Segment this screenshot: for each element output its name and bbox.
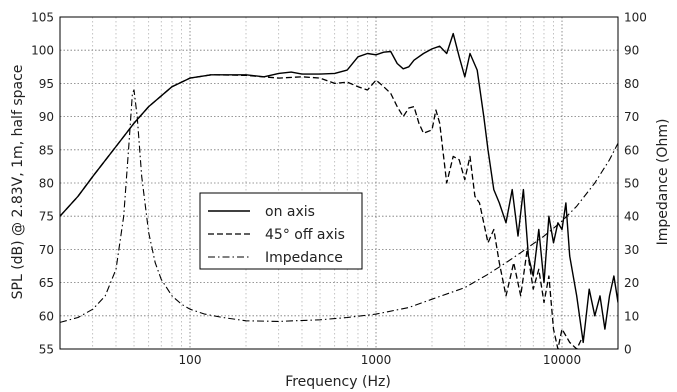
- series-layer: [60, 32, 618, 349]
- y-tick-label: 105: [31, 11, 54, 25]
- y2-tick-label: 50: [624, 177, 639, 191]
- x-tick-label: 10000: [543, 353, 581, 367]
- legend-label-on-axis: on axis: [265, 204, 315, 220]
- y2-tick-label: 40: [624, 210, 639, 224]
- y2-tick-label: 100: [624, 11, 647, 25]
- x-tick-label: 1000: [361, 353, 392, 367]
- legend-label-impedance: Impedance: [265, 250, 343, 266]
- y-tick-label: 75: [39, 210, 54, 224]
- y-tick-label: 60: [39, 309, 54, 323]
- legend: on axis 45° off axis Impedance: [199, 192, 363, 270]
- y2-tick-label: 20: [624, 276, 639, 290]
- y2-tick-label: 60: [624, 143, 639, 157]
- y2-tick-label: 0: [624, 343, 632, 357]
- right-axis-ticks: 0 10 20 30 40 50 60 70 80 90 100: [624, 11, 647, 357]
- bottom-axis-ticks: 100 1000 10000: [179, 353, 582, 367]
- y-axis-label: SPL (dB) @ 2.83V, 1m, half space: [10, 65, 26, 300]
- left-axis-ticks: 55 60 65 70 75 80 85 90 95 100 105: [31, 11, 54, 357]
- y2-tick-label: 80: [624, 77, 639, 91]
- y-tick-label: 55: [39, 343, 54, 357]
- y-tick-label: 85: [39, 143, 54, 157]
- y2-tick-label: 10: [624, 309, 639, 323]
- y2-tick-label: 30: [624, 243, 639, 257]
- y-tick-label: 95: [39, 77, 54, 91]
- legend-label-off-axis: 45° off axis: [265, 227, 345, 243]
- major-grid: [60, 17, 618, 349]
- y-tick-label: 80: [39, 177, 54, 191]
- y-tick-label: 70: [39, 243, 54, 257]
- y2-axis-label: Impedance (Ohm): [655, 119, 671, 246]
- x-axis-label: Frequency (Hz): [285, 374, 391, 390]
- y-tick-label: 100: [31, 44, 54, 58]
- legend-box: [199, 192, 363, 270]
- series-45-off-axis: [60, 74, 584, 349]
- y-tick-label: 65: [39, 276, 54, 290]
- plot-frame: [59, 16, 619, 350]
- series-on-axis: [60, 32, 618, 344]
- y2-tick-label: 70: [624, 110, 639, 124]
- x-tick-label: 100: [179, 353, 202, 367]
- y-tick-label: 90: [39, 110, 54, 124]
- y2-tick-label: 90: [624, 44, 639, 58]
